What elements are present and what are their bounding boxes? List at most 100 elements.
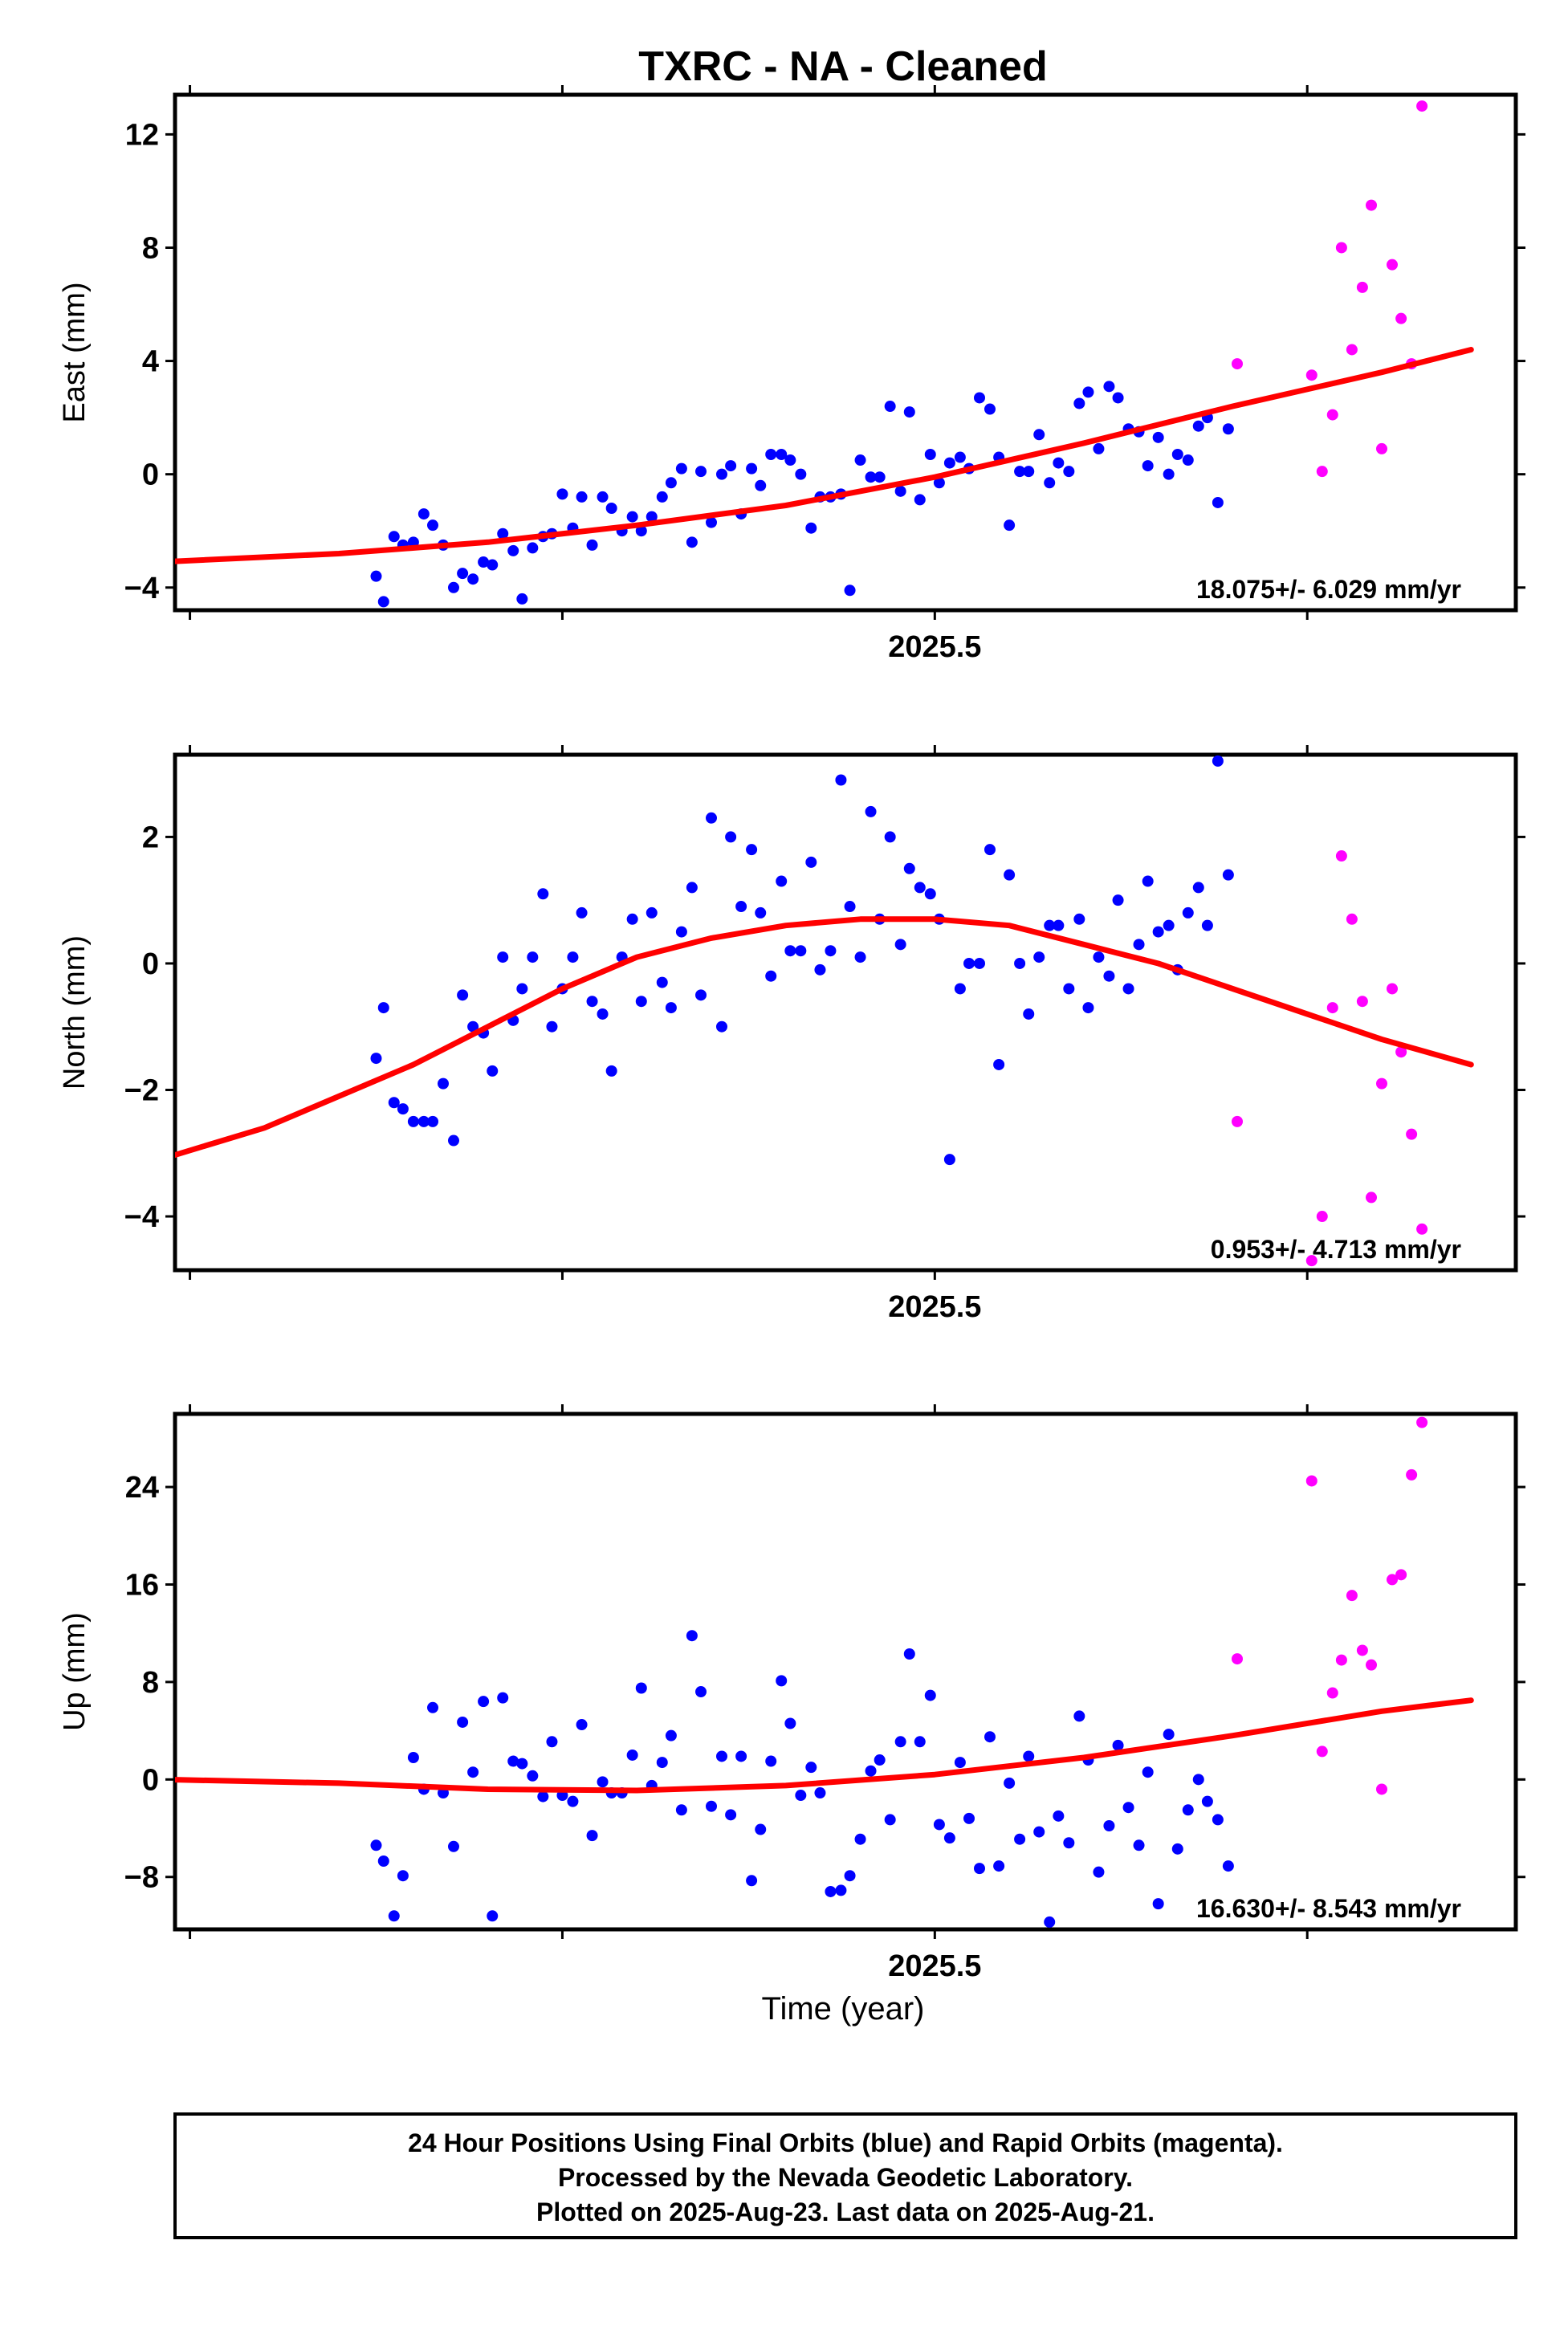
- up-rapid-point: [1346, 1590, 1358, 1602]
- north-final-point: [527, 951, 539, 963]
- north-final-point: [605, 1065, 617, 1077]
- east-final-point: [487, 559, 499, 571]
- up-final-point: [507, 1755, 519, 1767]
- up-final-point: [903, 1648, 915, 1660]
- up-final-point: [844, 1870, 856, 1882]
- north-final-point: [943, 1154, 955, 1166]
- north-final-point: [695, 989, 707, 1001]
- north-final-point: [835, 774, 847, 786]
- east-final-point: [1014, 466, 1026, 478]
- north-final-point: [646, 906, 658, 919]
- north-final-point: [854, 951, 866, 963]
- east-plot-frame: [173, 92, 1518, 613]
- up-final-point: [626, 1749, 638, 1761]
- north-final-point: [656, 976, 668, 988]
- north-final-point: [974, 957, 985, 969]
- up-final-point: [805, 1762, 817, 1774]
- north-final-point: [635, 996, 647, 1008]
- east-final-point: [1182, 454, 1194, 466]
- north-final-point: [626, 913, 638, 925]
- north-panel: 2025.5 −4 −2 0 2 North (mm) 0.953+/- 4.713 mm/…: [58, 745, 1525, 1324]
- north-final-point: [776, 875, 788, 887]
- x-axis-label: Time (year): [762, 1991, 925, 2027]
- north-final-point: [746, 844, 758, 856]
- east-rapid-point: [1376, 442, 1387, 454]
- east-final-point: [725, 460, 737, 472]
- east-final-point: [597, 491, 609, 503]
- east-final-point: [1192, 420, 1204, 432]
- up-final-point: [497, 1692, 509, 1704]
- north-final-point: [576, 906, 588, 919]
- up-final-point: [527, 1770, 539, 1782]
- up-final-point: [1212, 1814, 1224, 1826]
- north-rapid-point: [1335, 850, 1347, 862]
- north-final-point: [1163, 919, 1175, 931]
- north-final-point: [865, 805, 877, 817]
- north-x-tick-label: 2025.5: [888, 1290, 981, 1324]
- up-final-point: [1004, 1777, 1016, 1789]
- up-final-point: [974, 1863, 985, 1875]
- north-final-point: [1192, 882, 1204, 894]
- up-final-point: [963, 1812, 975, 1824]
- east-rapid-point: [1316, 466, 1328, 478]
- north-rapid-point: [1356, 996, 1368, 1008]
- east-final-point: [427, 519, 439, 532]
- north-final-point: [370, 1053, 382, 1065]
- up-final-point: [1171, 1843, 1183, 1855]
- north-rapid-point: [1406, 1128, 1418, 1140]
- north-final-point: [1073, 913, 1085, 925]
- north-final-point: [447, 1134, 459, 1147]
- east-final-point: [884, 401, 896, 413]
- north-final-point: [686, 882, 698, 894]
- north-final-point: [963, 957, 975, 969]
- east-final-point: [974, 392, 985, 404]
- east-final-point: [675, 462, 687, 475]
- up-rapid-point: [1376, 1783, 1387, 1795]
- up-final-point: [1182, 1804, 1194, 1816]
- east-final-point: [1152, 431, 1164, 443]
- north-final-point: [1053, 919, 1065, 931]
- caption-line-processed: Processed by the Nevada Geodetic Laborat…: [558, 2163, 1133, 2192]
- up-final-point: [675, 1804, 687, 1816]
- up-final-point: [478, 1696, 490, 1708]
- east-final-point: [1093, 442, 1105, 454]
- north-rapid-point: [1305, 1255, 1318, 1267]
- north-final-point: [924, 888, 936, 900]
- up-final-point: [370, 1839, 382, 1851]
- east-final-point: [805, 522, 817, 534]
- north-final-point: [1093, 951, 1105, 963]
- up-final-point: [1122, 1802, 1134, 1814]
- east-final-point: [1004, 519, 1016, 532]
- east-final-point: [933, 477, 945, 489]
- up-final-point: [467, 1766, 479, 1778]
- east-data-layer: [175, 100, 1474, 608]
- legend-box-frame: [173, 2112, 1517, 2239]
- east-y-tick-label: 12: [125, 118, 159, 152]
- north-final-point: [1133, 939, 1145, 951]
- north-final-point: [546, 1020, 558, 1033]
- east-final-point: [914, 494, 926, 506]
- up-y-tick-label: 0: [142, 1763, 159, 1797]
- up-final-point: [795, 1790, 807, 1802]
- up-final-point: [784, 1717, 796, 1729]
- north-rate-label: 0.953+/- 4.713 mm/yr: [1211, 1235, 1461, 1264]
- north-final-point: [795, 945, 807, 957]
- up-final-point: [487, 1910, 499, 1922]
- up-final-point: [735, 1750, 747, 1762]
- up-final-point: [884, 1814, 896, 1826]
- up-final-point: [1103, 1819, 1115, 1831]
- east-rapid-point: [1305, 369, 1318, 381]
- up-final-point: [755, 1823, 767, 1835]
- up-y-tick-label: −8: [124, 1861, 159, 1895]
- up-final-point: [567, 1795, 579, 1807]
- north-final-point: [755, 906, 767, 919]
- east-y-tick-label: 8: [142, 231, 159, 265]
- east-final-point: [784, 454, 796, 466]
- up-final-point: [814, 1787, 826, 1799]
- north-final-point: [1082, 1002, 1094, 1014]
- up-rapid-point: [1395, 1569, 1407, 1581]
- east-final-point: [854, 454, 866, 466]
- east-rapid-point: [1356, 281, 1368, 293]
- up-final-point: [746, 1875, 758, 1887]
- up-final-point: [874, 1754, 886, 1766]
